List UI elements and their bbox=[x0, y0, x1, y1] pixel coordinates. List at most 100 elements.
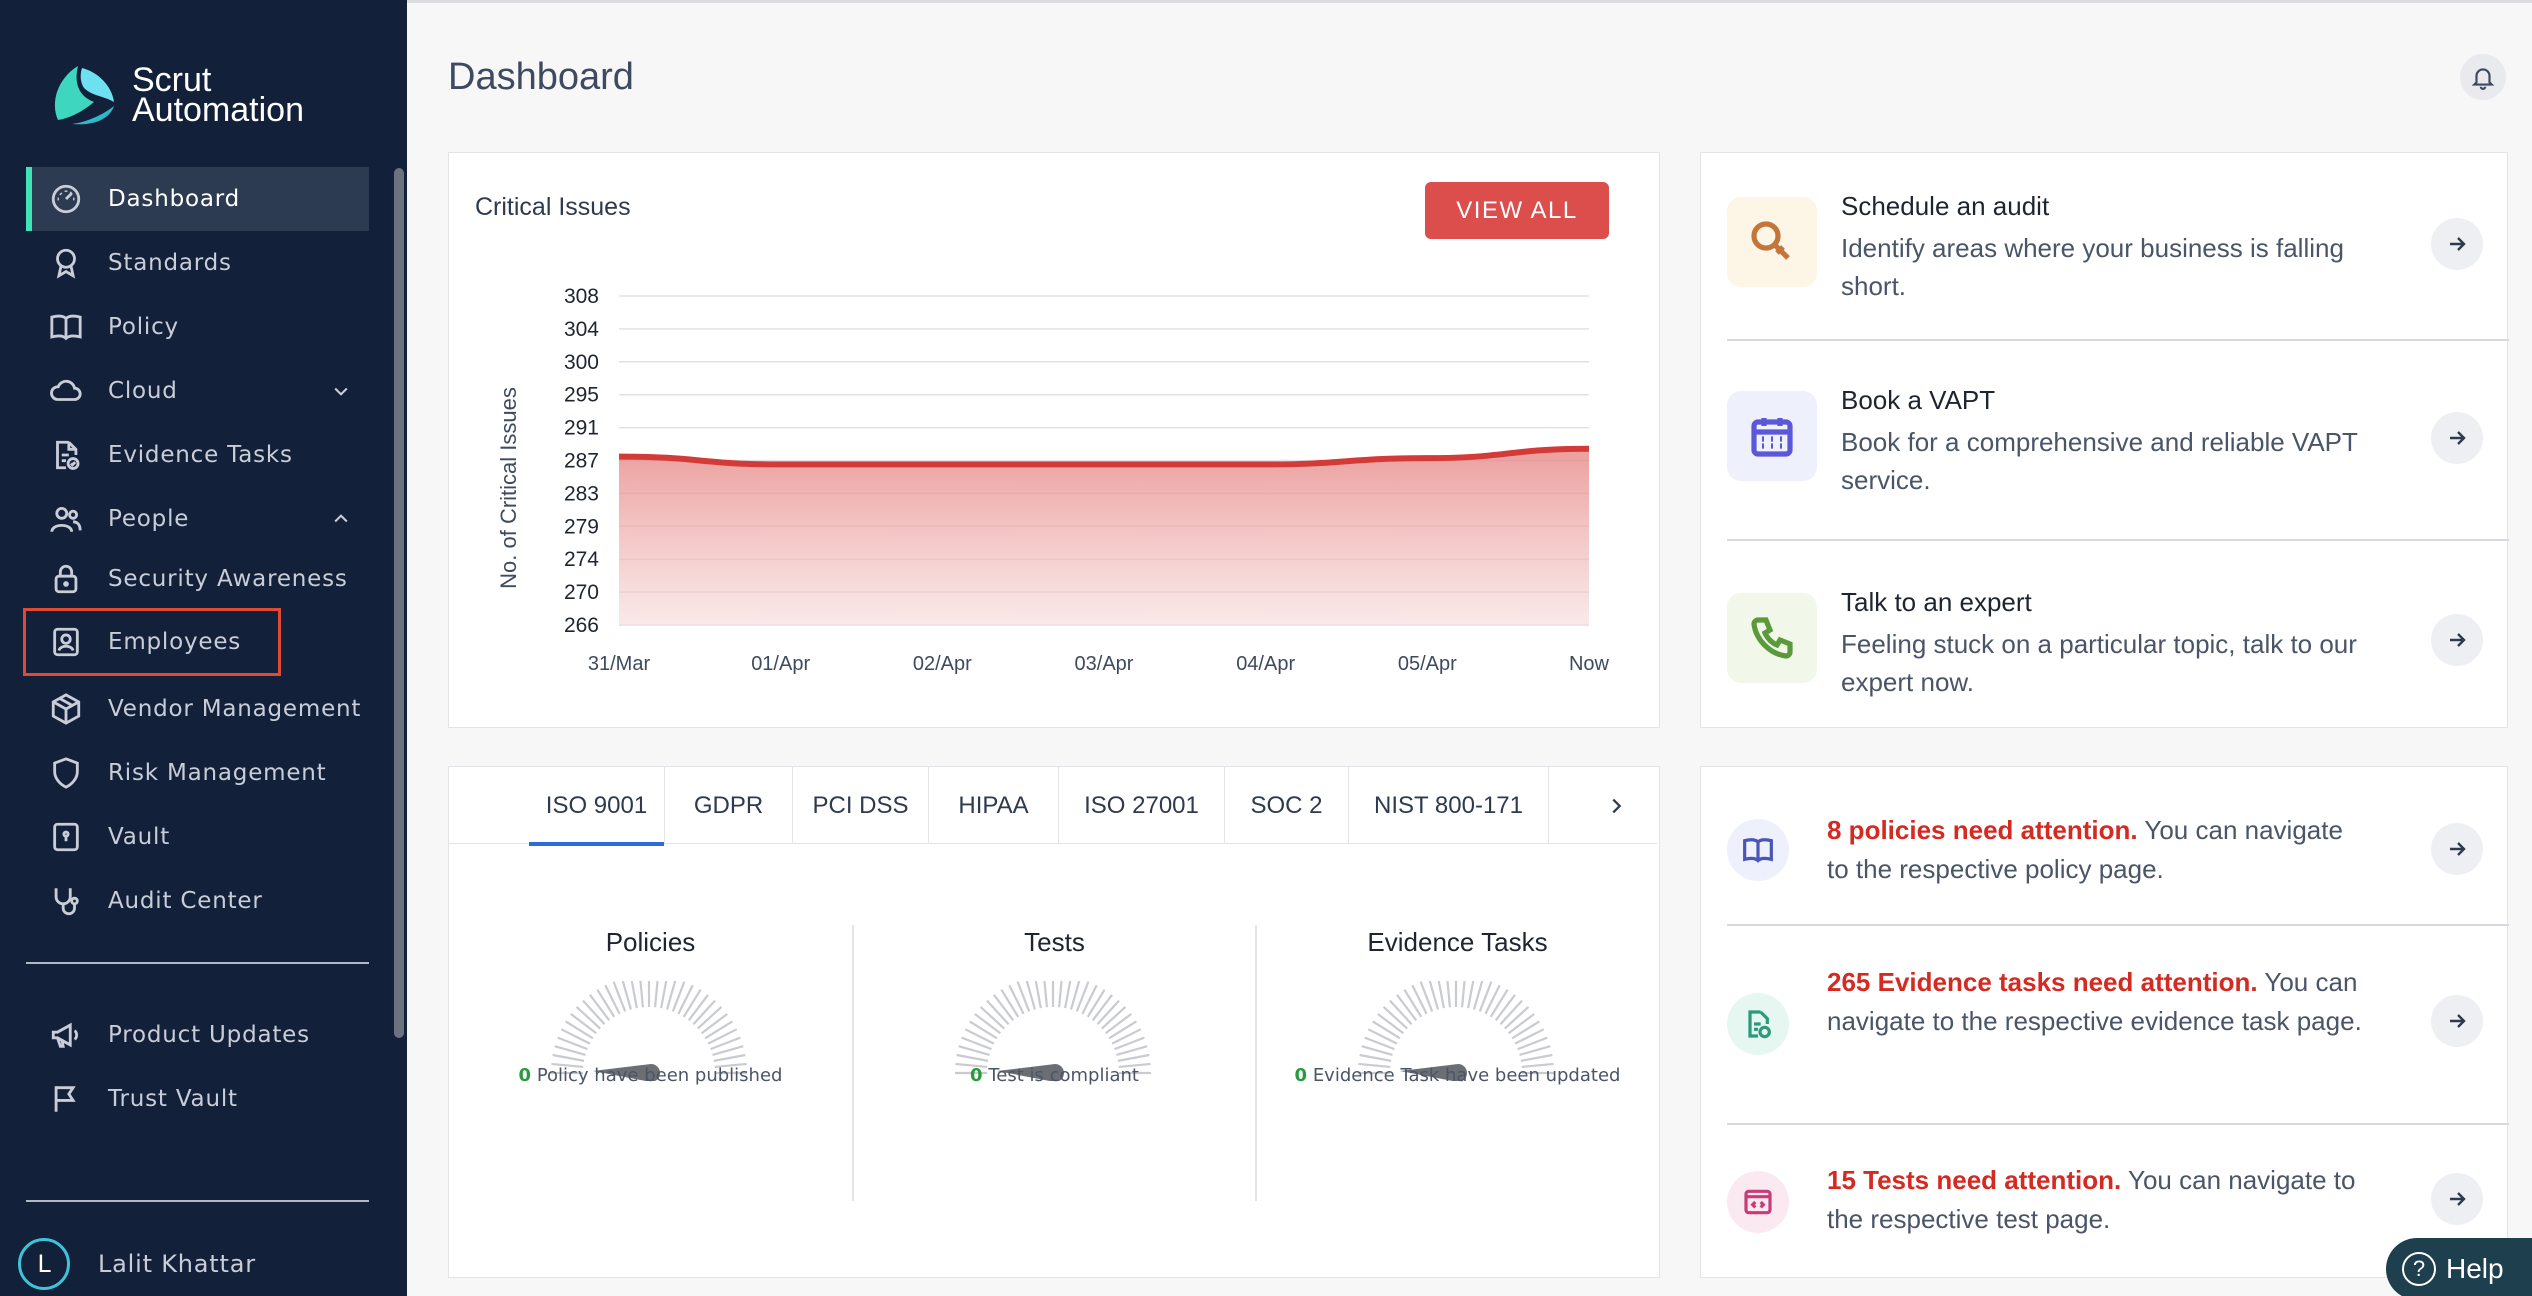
sidebar-item-people[interactable]: People bbox=[26, 487, 369, 551]
gauge-tick bbox=[1070, 981, 1081, 1010]
gauge-tick bbox=[582, 999, 606, 1025]
gauge-tick bbox=[697, 1006, 723, 1030]
gauge-tick bbox=[1419, 981, 1434, 1012]
gauge-tick bbox=[682, 989, 702, 1018]
y-tick-label: 287 bbox=[564, 450, 599, 473]
critical-issues-title: Critical Issues bbox=[475, 193, 631, 221]
arrow-right-icon bbox=[2450, 431, 2466, 445]
action-schedule-audit[interactable]: Schedule an audit Identify areas where y… bbox=[1727, 153, 2483, 353]
gauge-tick bbox=[1117, 1053, 1150, 1062]
chevron-up-icon[interactable] bbox=[331, 509, 351, 529]
arrow-right-icon bbox=[2450, 842, 2466, 856]
sidebar-scrollbar[interactable] bbox=[394, 168, 404, 1038]
sidebar-item-product-updates[interactable]: Product Updates bbox=[26, 1003, 369, 1067]
action-title: Talk to an expert bbox=[1841, 587, 2032, 617]
sidebar-item-evidence-tasks[interactable]: Evidence Tasks bbox=[26, 423, 369, 487]
help-button[interactable]: ? Help bbox=[2386, 1238, 2532, 1296]
gauge-caption: 0 Policy have been published bbox=[449, 1065, 852, 1086]
sidebar-item-label: Product Updates bbox=[108, 1022, 310, 1048]
action-desc: Feeling stuck on a particular topic, tal… bbox=[1841, 629, 2357, 697]
gauge-tick bbox=[1377, 1013, 1404, 1035]
sidebar-item-standards[interactable]: Standards bbox=[26, 231, 369, 295]
tab-iso-27001[interactable]: ISO 27001 bbox=[1059, 767, 1225, 844]
sidebar-item-label: Cloud bbox=[108, 378, 178, 404]
gauge-dial bbox=[1358, 981, 1554, 1081]
sidebar-item-risk-management[interactable]: Risk Management bbox=[26, 741, 369, 805]
sidebar-item-vendor-management[interactable]: Vendor Management bbox=[26, 677, 369, 741]
gauge-tick bbox=[560, 1028, 591, 1045]
notifications-button[interactable] bbox=[2460, 54, 2506, 100]
gauge-tick bbox=[1101, 1006, 1127, 1030]
brand-logo[interactable]: Scrut Automation bbox=[48, 62, 304, 128]
sidebar-item-audit-center[interactable]: Audit Center bbox=[26, 869, 369, 933]
attention-text: 265 Evidence tasks need attention. You c… bbox=[1827, 963, 2367, 1041]
quick-actions-card: Schedule an audit Identify areas where y… bbox=[1700, 152, 2509, 728]
gauge-tick bbox=[707, 1028, 738, 1045]
sidebar-item-label: Audit Center bbox=[108, 888, 263, 914]
gauge-tick bbox=[1358, 1062, 1391, 1069]
sidebar-item-employees[interactable]: Employees bbox=[23, 608, 281, 676]
sidebar-item-dashboard[interactable]: Dashboard bbox=[26, 167, 369, 231]
gauge-tests: Tests 0 Test is compliant bbox=[853, 845, 1256, 1271]
gauge-tick bbox=[666, 981, 677, 1010]
gauge-tick bbox=[1111, 1028, 1142, 1045]
book-icon bbox=[1727, 819, 1789, 881]
action-arrow-button[interactable] bbox=[2431, 412, 2483, 464]
sidebar-item-policy[interactable]: Policy bbox=[26, 295, 369, 359]
gauge-tick bbox=[612, 981, 627, 1012]
tab-soc-2[interactable]: SOC 2 bbox=[1225, 767, 1349, 844]
gauge-tick bbox=[1403, 989, 1423, 1018]
chevron-right-icon bbox=[1612, 798, 1622, 813]
tab-hipaa[interactable]: HIPAA bbox=[929, 767, 1059, 844]
critical-issues-card: Critical Issues VIEW ALL 308 304 300 295 291… bbox=[448, 152, 1660, 728]
gauge-tick bbox=[961, 1036, 992, 1051]
tab-gdpr[interactable]: GDPR bbox=[665, 767, 793, 844]
tabs-next-button[interactable] bbox=[1575, 767, 1657, 844]
user-profile[interactable]: L Lalit Khattar bbox=[18, 1238, 256, 1290]
sidebar-item-vault[interactable]: Vault bbox=[26, 805, 369, 869]
tab-iso-9001[interactable]: ISO 9001 bbox=[529, 767, 665, 846]
gauge-tick bbox=[671, 981, 686, 1012]
shield-icon bbox=[48, 755, 84, 791]
attention-highlight: 8 policies need attention. bbox=[1827, 815, 2138, 845]
action-talk-expert[interactable]: Talk to an expert Feeling stuck on a par… bbox=[1727, 549, 2483, 749]
sidebar-item-security-awareness[interactable]: Security Awareness bbox=[26, 551, 369, 607]
y-tick-label: 304 bbox=[564, 318, 599, 341]
gauge-tick bbox=[1105, 1013, 1132, 1035]
action-title: Book a VAPT bbox=[1841, 385, 1996, 415]
attention-arrow-button[interactable] bbox=[2431, 1173, 2483, 1225]
action-arrow-button[interactable] bbox=[2431, 218, 2483, 270]
gauge-tick bbox=[701, 1013, 728, 1035]
tab-nist-800-171[interactable]: NIST 800-171 bbox=[1349, 767, 1549, 844]
gauge-tick bbox=[1075, 981, 1090, 1012]
question-icon: ? bbox=[2402, 1252, 2436, 1286]
action-arrow-button[interactable] bbox=[2431, 614, 2483, 666]
gauge-tick bbox=[1114, 1036, 1145, 1051]
divider bbox=[1727, 1123, 2509, 1125]
sidebar-item-trust-vault[interactable]: Trust Vault bbox=[26, 1067, 369, 1131]
gauge-tick bbox=[1359, 1053, 1392, 1062]
chevron-down-icon[interactable] bbox=[331, 381, 351, 401]
scrut-logo-icon bbox=[48, 62, 118, 128]
gauge-tick bbox=[1396, 994, 1418, 1021]
attention-arrow-button[interactable] bbox=[2431, 823, 2483, 875]
gauge-tick bbox=[1000, 989, 1020, 1018]
action-book-vapt[interactable]: Book a VAPT Book for a comprehensive and… bbox=[1727, 347, 2483, 547]
gauge-tick bbox=[713, 1053, 746, 1062]
gauge-tick bbox=[1521, 1062, 1554, 1069]
y-tick-label: 291 bbox=[564, 417, 599, 440]
avatar: L bbox=[18, 1238, 70, 1290]
gauge-tick bbox=[570, 1013, 597, 1035]
attention-arrow-button[interactable] bbox=[2431, 995, 2483, 1047]
view-all-button[interactable]: VIEW ALL bbox=[1425, 182, 1609, 239]
award-icon bbox=[48, 245, 84, 281]
gauge-needle bbox=[593, 1064, 660, 1081]
gauge-tick bbox=[1514, 1028, 1545, 1045]
divider bbox=[1727, 924, 2509, 926]
gauge-tick bbox=[551, 1062, 584, 1069]
tab-pci-dss[interactable]: PCI DSS bbox=[793, 767, 929, 844]
book-icon bbox=[48, 309, 84, 345]
sidebar-item-label: Security Awareness bbox=[108, 566, 348, 592]
sidebar-item-cloud[interactable]: Cloud bbox=[26, 359, 369, 423]
sidebar-item-label: Trust Vault bbox=[108, 1086, 238, 1112]
